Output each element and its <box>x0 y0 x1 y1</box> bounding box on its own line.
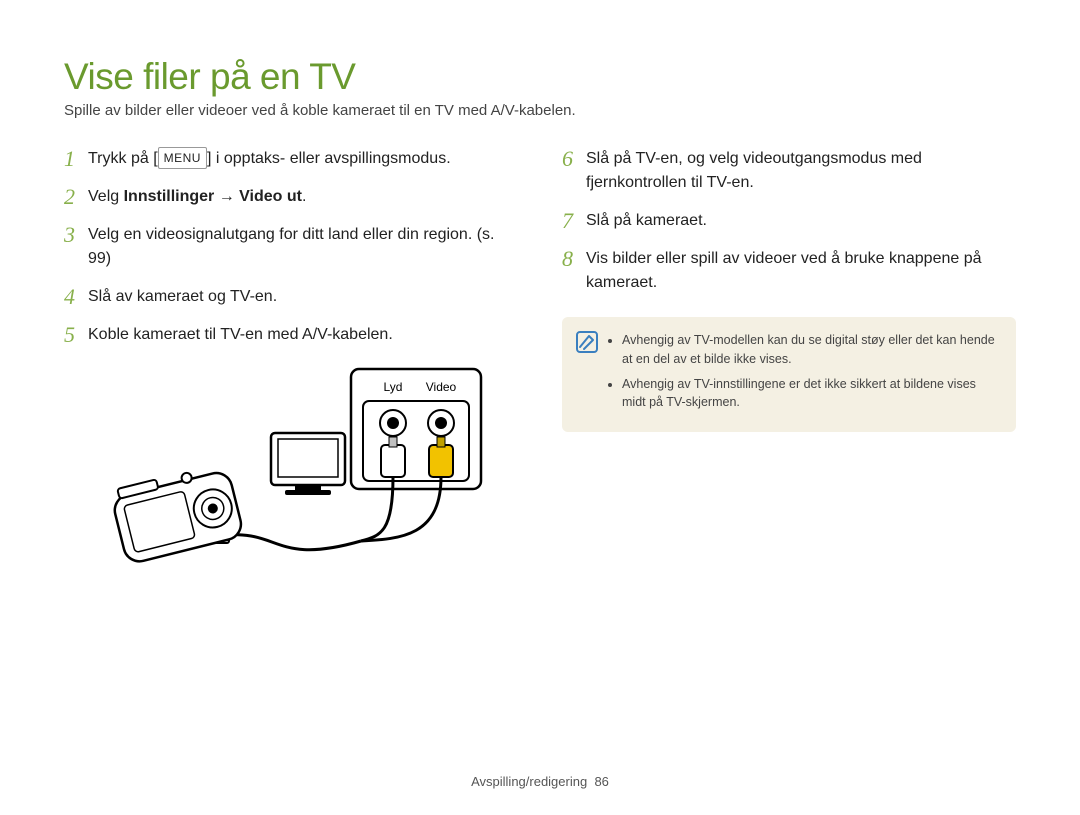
note-box: Avhengig av TV-modellen kan du se digita… <box>562 317 1016 432</box>
connection-illustration: Lyd Video <box>64 361 518 621</box>
page-subtitle: Spille av bilder eller videoer ved å kob… <box>64 102 1016 119</box>
note-icon <box>576 331 598 353</box>
step-number: 5 <box>64 323 88 347</box>
step: 8Vis bilder eller spill av videoer ved å… <box>562 247 1016 295</box>
footer-section: Avspilling/redigering <box>471 774 587 789</box>
manual-page: Vise filer på en TV Spille av bilder ell… <box>0 0 1080 815</box>
step: 2Velg Innstillinger → Video ut. <box>64 185 518 209</box>
step-text: Slå på kameraet. <box>586 209 707 233</box>
step-number: 2 <box>64 185 88 209</box>
step: 5Koble kameraet til TV-en med A/V-kabele… <box>64 323 518 347</box>
step: 6Slå på TV-en, og velg videoutgangsmodus… <box>562 147 1016 195</box>
step-text: Velg Innstillinger → Video ut. <box>88 185 306 209</box>
step-text: Velg en videosignalutgang for ditt land … <box>88 223 518 271</box>
step: 4Slå av kameraet og TV-en. <box>64 285 518 309</box>
footer-page: 86 <box>594 774 608 789</box>
step-text: Trykk på [MENU] i opptaks- eller avspill… <box>88 147 451 171</box>
camera-icon <box>109 462 244 565</box>
step-number: 3 <box>64 223 88 247</box>
step-text: Koble kameraet til TV-en med A/V-kabelen… <box>88 323 393 347</box>
left-column: 1Trykk på [MENU] i opptaks- eller avspil… <box>64 147 518 621</box>
menu-button-label: MENU <box>158 147 207 169</box>
page-footer: Avspilling/redigering 86 <box>0 774 1080 789</box>
video-label: Video <box>426 380 457 394</box>
tv-icon <box>271 433 345 495</box>
step: 1Trykk på [MENU] i opptaks- eller avspil… <box>64 147 518 171</box>
step-number: 1 <box>64 147 88 171</box>
page-title: Vise filer på en TV <box>64 56 1016 98</box>
step-number: 6 <box>562 147 586 171</box>
note-item: Avhengig av TV-innstillingene er det ikk… <box>622 375 1000 413</box>
step-text: Slå på TV-en, og velg videoutgangsmodus … <box>586 147 1016 195</box>
right-column: 6Slå på TV-en, og velg videoutgangsmodus… <box>562 147 1016 621</box>
audio-label: Lyd <box>384 380 403 394</box>
step-number: 4 <box>64 285 88 309</box>
step: 7Slå på kameraet. <box>562 209 1016 233</box>
step-number: 8 <box>562 247 586 271</box>
note-list: Avhengig av TV-modellen kan du se digita… <box>608 331 1000 418</box>
step-number: 7 <box>562 209 586 233</box>
step-text: Slå av kameraet og TV-en. <box>88 285 277 309</box>
two-column-layout: 1Trykk på [MENU] i opptaks- eller avspil… <box>64 147 1016 621</box>
step-text: Vis bilder eller spill av videoer ved å … <box>586 247 1016 295</box>
step: 3Velg en videosignalutgang for ditt land… <box>64 223 518 271</box>
note-item: Avhengig av TV-modellen kan du se digita… <box>622 331 1000 369</box>
